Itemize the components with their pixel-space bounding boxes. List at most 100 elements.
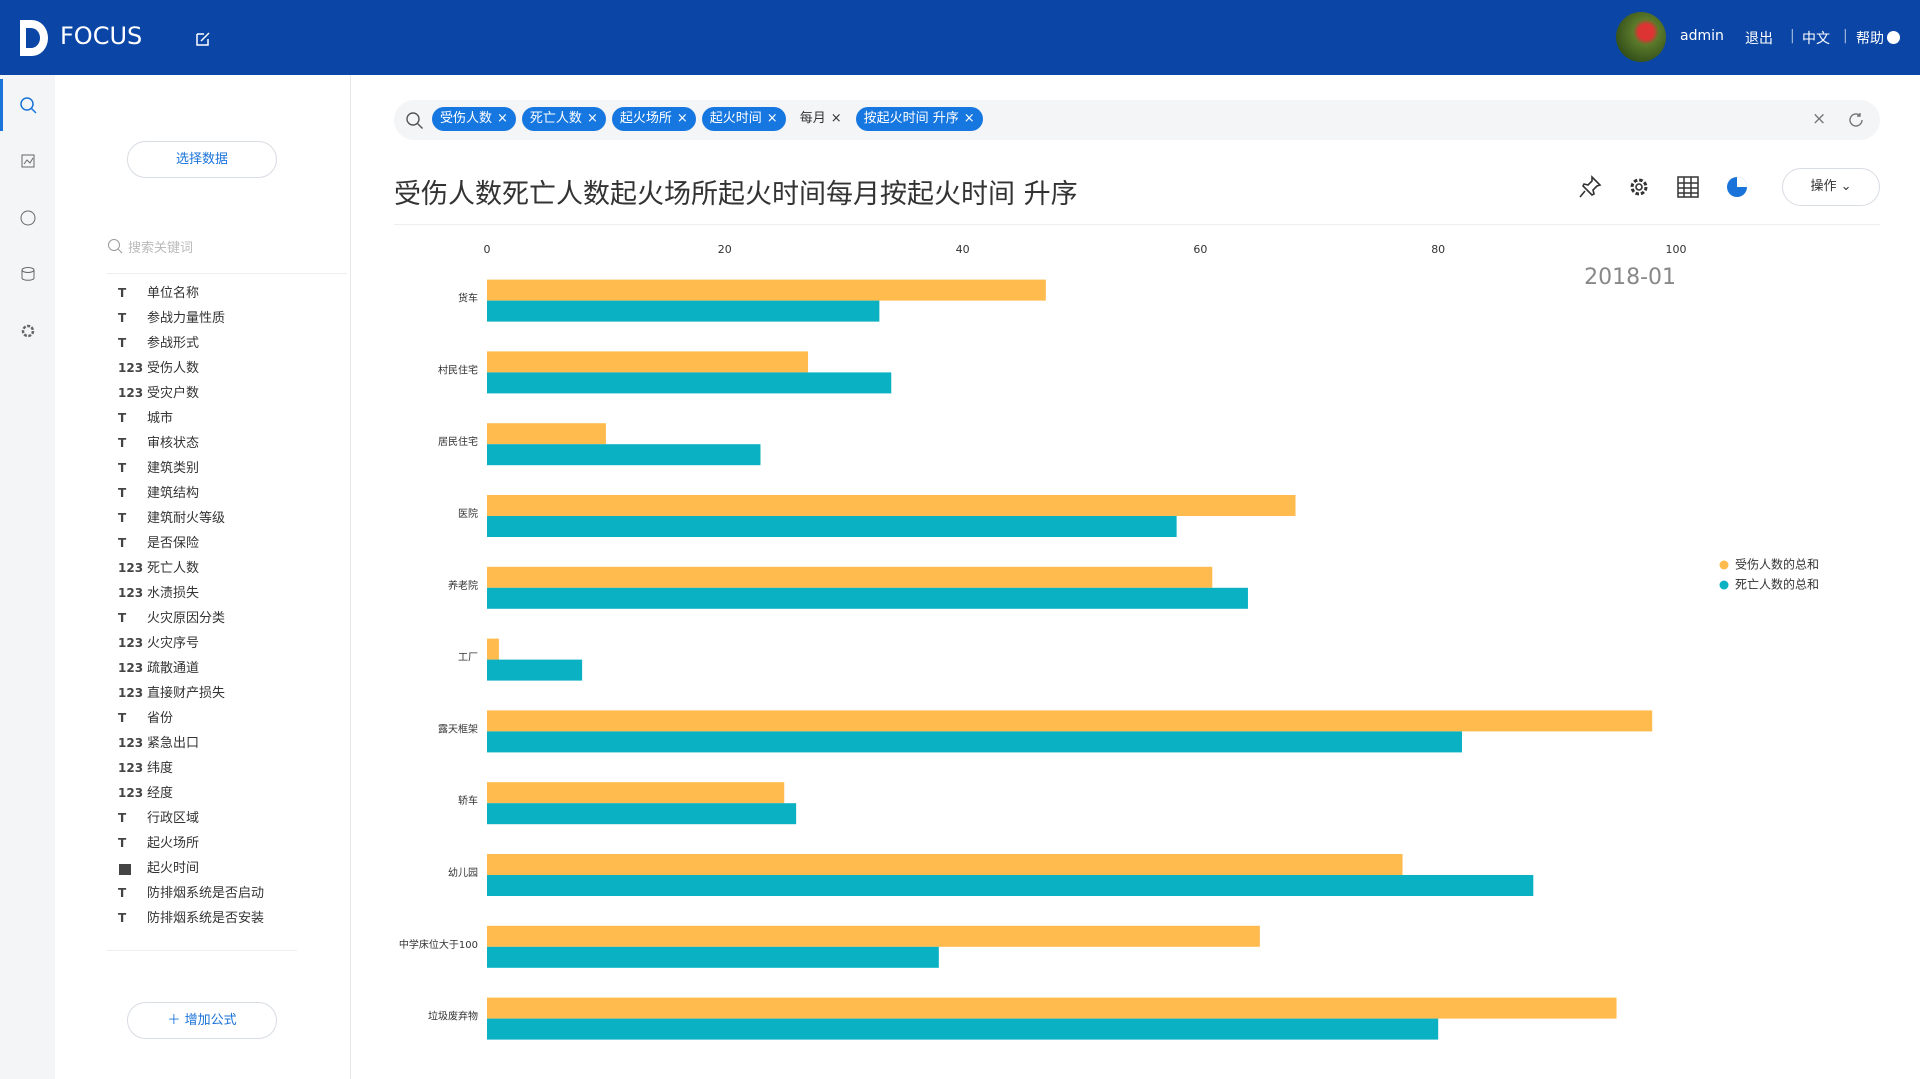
field-item[interactable]: T 是否保险 (100, 531, 310, 556)
search-token[interactable]: 按起火时间 升序 × (855, 107, 983, 131)
search-token[interactable]: 起火场所 × (611, 107, 696, 131)
bar (487, 854, 1403, 875)
field-item[interactable]: T 起火场所 (100, 831, 310, 856)
field-type-icon: 123 (118, 586, 144, 600)
field-name: 参战力量性质 (147, 311, 226, 326)
field-item[interactable]: T 参战力量性质 (100, 306, 310, 331)
field-type-icon: 123 (118, 661, 144, 675)
pin-button[interactable] (1578, 175, 1602, 199)
token-remove[interactable]: × (676, 111, 688, 126)
button-label: 选择数据 (175, 152, 228, 167)
header: FOCUS admin 退出 | 中文 | 帮助 (0, 0, 1920, 75)
bar (487, 372, 892, 394)
data-nav[interactable] (20, 266, 36, 282)
field-item[interactable]: T 建筑耐火等级 (100, 506, 310, 531)
field-type-icon: T (118, 336, 127, 350)
bar (487, 946, 939, 968)
table-button[interactable] (1676, 175, 1700, 199)
token-remove[interactable]: × (963, 111, 975, 126)
field-item[interactable]: T 省份 (100, 706, 310, 731)
token-remove[interactable]: × (830, 111, 842, 126)
token-remove[interactable]: × (766, 111, 778, 126)
field-item[interactable]: 123 受灾户数 (100, 381, 310, 406)
bar (487, 997, 1617, 1019)
field-name: 防排烟系统是否安装 (147, 911, 265, 926)
avatar[interactable] (1616, 12, 1666, 62)
sidebar: 选择数据 搜索关键词 ＋ 增加公式 (55, 75, 351, 1079)
field-name: 起火场所 (147, 836, 200, 851)
search-icon (406, 112, 423, 129)
field-item[interactable]: 123 死亡人数 (100, 556, 310, 581)
edit-icon[interactable] (195, 31, 211, 47)
field-name: 防排烟系统是否启动 (147, 886, 265, 901)
field-item[interactable]: 123 水渍损失 (100, 581, 310, 606)
field-type-icon: T (118, 286, 127, 300)
nav-rail (0, 75, 55, 1079)
search-token[interactable]: 死亡人数 × (521, 107, 606, 131)
field-item[interactable]: T 火灾原因分类 (100, 606, 310, 631)
logo (20, 20, 48, 56)
field-item[interactable]: 123 疏散通道 (100, 656, 310, 681)
field-item[interactable]: T 单位名称 (100, 282, 310, 306)
field-name: 省份 (147, 711, 174, 726)
chart-button[interactable] (1725, 175, 1749, 199)
separator: | (1843, 28, 1848, 44)
field-item[interactable]: T 审核状态 (100, 431, 310, 456)
clear-button[interactable]: × (1812, 109, 1827, 129)
field-item[interactable]: T 行政区域 (100, 806, 310, 831)
field-item[interactable]: T 建筑结构 (100, 481, 310, 506)
field-name: 纬度 (147, 761, 174, 776)
field-item[interactable]: T 防排烟系统是否启动 (100, 881, 310, 906)
token-remove[interactable]: × (497, 111, 508, 126)
field-item[interactable]: 123 受伤人数 (100, 356, 310, 381)
field-type-icon: T (118, 536, 127, 550)
help-nav[interactable] (20, 210, 36, 226)
refresh-button[interactable] (1848, 112, 1864, 128)
help-link[interactable]: 帮助 (1856, 31, 1884, 47)
token-label: 起火场所 (619, 111, 672, 126)
logout-link[interactable]: 退出 (1745, 31, 1773, 47)
help-icon[interactable] (1887, 31, 1900, 44)
field-name: 建筑耐火等级 (147, 511, 226, 526)
y-tick-label: 村民住宅 (438, 363, 478, 376)
field-item[interactable]: T 建筑类别 (100, 456, 310, 481)
y-tick-label: 露天框架 (438, 722, 478, 735)
field-item[interactable]: 123 直接财产损失 (100, 681, 310, 706)
field-type-icon: T (118, 611, 127, 625)
add-formula-button[interactable]: ＋ 增加公式 (127, 1002, 277, 1039)
field-item[interactable]: T 防排烟系统是否安装 (100, 906, 310, 931)
annotation: 2018-01 (1584, 265, 1676, 290)
language-link[interactable]: 中文 (1802, 31, 1830, 47)
search-token[interactable]: 每月 × (792, 107, 850, 131)
field-item[interactable]: T 参战形式 (100, 331, 310, 356)
settings-nav[interactable] (20, 323, 36, 339)
field-type-icon: T (118, 886, 127, 900)
select-data-button[interactable]: 选择数据 (127, 141, 277, 178)
field-item[interactable]: 123 纬度 (100, 756, 310, 781)
field-item[interactable]: 123 火灾序号 (100, 631, 310, 656)
search-bar[interactable]: 受伤人数 × 死亡人数 × 起火场所 × 起火时间 × 每月 × 按起火时间 升序 × × (394, 100, 1880, 140)
search-token[interactable]: 起火时间 × (701, 107, 786, 131)
user-name[interactable]: admin (1680, 28, 1724, 44)
action-button[interactable]: 操作 ⌄ (1782, 168, 1880, 206)
field-item[interactable]: T 城市 (100, 406, 310, 431)
field-type-icon: T (118, 511, 127, 525)
token-remove[interactable]: × (586, 111, 598, 126)
board-nav[interactable] (20, 153, 36, 169)
field-type-icon: T (118, 311, 127, 325)
field-item[interactable]: 123 经度 (100, 781, 310, 806)
legend-marker (1719, 560, 1729, 570)
active-indicator (0, 79, 3, 131)
field-item[interactable]: 起火时间 (100, 856, 310, 881)
field-item[interactable]: 123 紧急出口 (100, 731, 310, 756)
button-label: 增加公式 (184, 1013, 237, 1028)
search-token[interactable]: 受伤人数 × (432, 107, 516, 131)
field-name: 城市 (147, 411, 174, 426)
search-nav[interactable] (19, 96, 37, 114)
legend-marker (1719, 580, 1729, 590)
field-name: 建筑结构 (147, 486, 200, 501)
field-name: 建筑类别 (147, 461, 200, 476)
settings-button[interactable] (1627, 175, 1651, 199)
field-search[interactable]: 搜索关键词 (128, 241, 194, 256)
bar (487, 659, 583, 681)
